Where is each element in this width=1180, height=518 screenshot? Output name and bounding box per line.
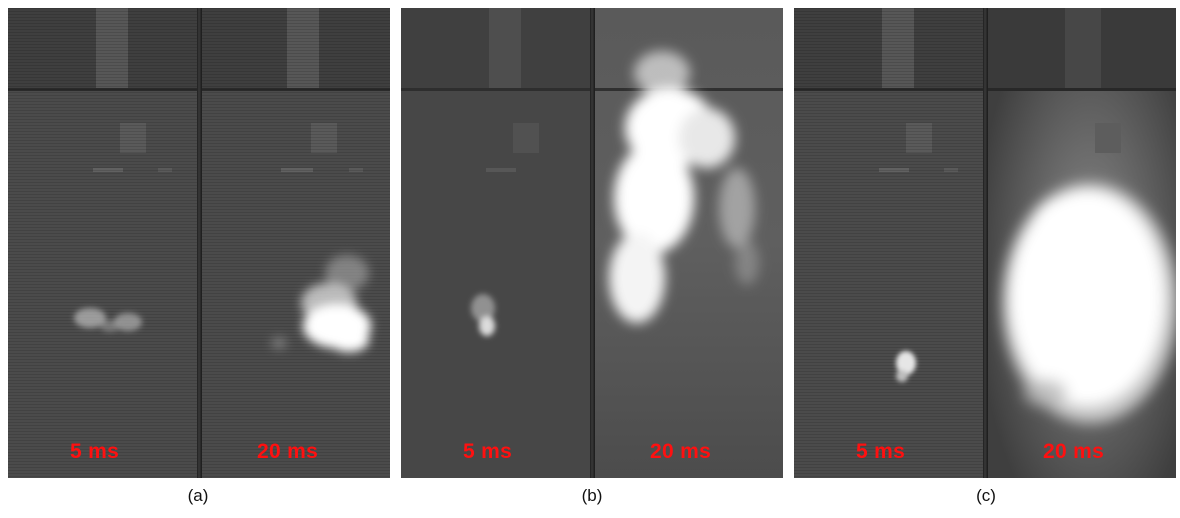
panel-caption-b: (b) (581, 486, 603, 505)
flame-b-20ms (609, 51, 759, 323)
flame-b-5ms (471, 294, 495, 336)
time-label-20ms: 20 ms (1043, 440, 1105, 463)
frame-image-b-20ms (592, 8, 783, 478)
frame-a-5ms: 5 ms (8, 8, 199, 478)
frame-image-c-5ms (794, 8, 985, 478)
frame-image-a-20ms (199, 8, 390, 478)
panel-c: 5 ms (794, 8, 1176, 478)
time-label-5ms: 5 ms (70, 440, 120, 463)
frame-c-20ms: 20 ms (985, 8, 1176, 478)
frame-divider (590, 8, 595, 478)
frame-image-a-5ms (8, 8, 199, 478)
frame-a-20ms: 20 ms (199, 8, 390, 478)
time-label-20ms: 20 ms (257, 440, 319, 463)
panel-caption-a: (a) (187, 486, 209, 505)
frame-divider (983, 8, 988, 478)
time-label-20ms: 20 ms (650, 440, 712, 463)
frame-b-20ms: 20 ms (592, 8, 783, 478)
flame-c-5ms (896, 351, 916, 382)
time-label-5ms: 5 ms (856, 440, 906, 463)
panel-caption-c: (c) (976, 486, 996, 505)
flame-a-5ms (74, 308, 142, 332)
frame-b-5ms: 5 ms (401, 8, 592, 478)
frame-divider (197, 8, 202, 478)
frame-c-5ms: 5 ms (794, 8, 985, 478)
flame-a-20ms (271, 255, 371, 352)
frame-image-c-20ms (985, 8, 1176, 478)
frame-image-b-5ms (401, 8, 592, 478)
flame-c-20ms (1002, 183, 1176, 423)
time-label-5ms: 5 ms (463, 440, 513, 463)
panel-a: 5 ms (8, 8, 390, 478)
panel-b: 5 ms (401, 8, 783, 478)
